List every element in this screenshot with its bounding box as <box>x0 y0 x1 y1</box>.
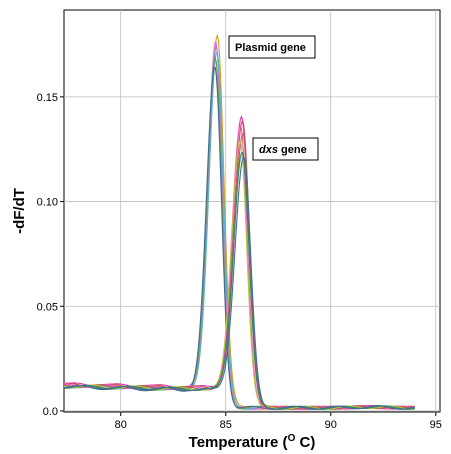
x-axis-title-super: O <box>288 433 296 444</box>
x-tick-label: 85 <box>220 419 232 431</box>
plasmid-label-box <box>228 35 316 59</box>
y-axis-title: -dF/dT <box>11 188 28 234</box>
dxs-label-box <box>252 137 319 161</box>
x-axis-title-main: Temperature ( <box>189 434 288 451</box>
series-line-11 <box>63 140 415 410</box>
x-tick-label: 95 <box>430 419 442 431</box>
series-layer <box>63 33 415 410</box>
dxs-annotation: dxs gene <box>252 137 319 161</box>
x-axis-title-unit: C) <box>295 434 315 451</box>
x-tick-label: 90 <box>325 419 337 431</box>
dxs-label-rest: gene <box>278 144 307 156</box>
y-tick-label: 0.10 <box>37 197 58 209</box>
y-tick-label: 0.15 <box>37 92 58 104</box>
x-axis-title: Temperature (O C) <box>189 433 316 451</box>
dxs-label-italic: dxs <box>259 144 278 156</box>
plasmid-label: Plasmid gene <box>235 42 306 54</box>
series-line-13 <box>63 155 415 410</box>
y-tick-label: 0.05 <box>37 301 58 313</box>
ticks-layer: 80 85 90 95 0.0 0.05 0.10 0.15 <box>37 92 442 431</box>
x-tick-label: 80 <box>115 419 127 431</box>
plasmid-annotation: Plasmid gene <box>228 35 316 59</box>
y-tick-label: 0.0 <box>43 406 58 418</box>
dxs-label: dxs gene <box>259 144 307 156</box>
